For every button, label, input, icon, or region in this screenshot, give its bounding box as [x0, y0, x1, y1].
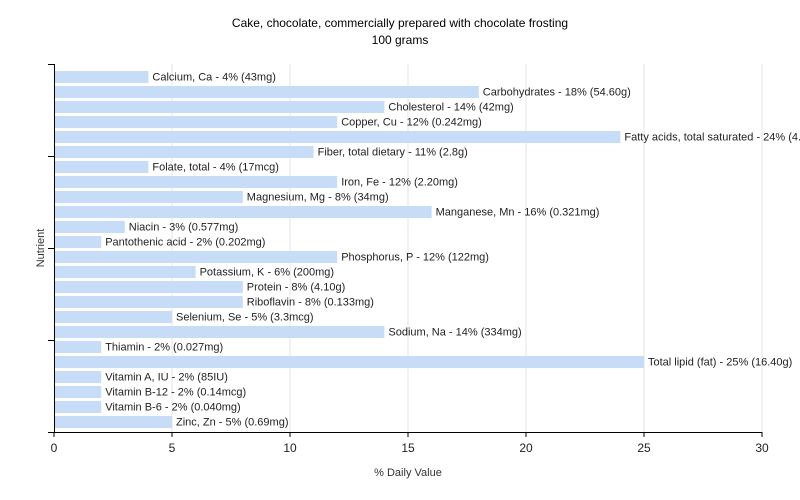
bar	[55, 251, 338, 263]
x-tick-label: 25	[637, 441, 651, 455]
bar-label: Magnesium, Mg - 8% (34mg)	[247, 192, 389, 204]
x-tick-label: 10	[283, 441, 297, 455]
bar-label: Selenium, Se - 5% (3.3mcg)	[176, 312, 314, 324]
bar-label: Copper, Cu - 12% (0.242mg)	[341, 117, 482, 129]
chart-subtitle: 100 grams	[371, 33, 429, 47]
bar	[55, 221, 125, 233]
bar	[55, 236, 102, 248]
x-axis-label: % Daily Value	[374, 467, 442, 479]
bar-label: Zinc, Zn - 5% (0.69mg)	[176, 417, 288, 429]
bar-label: Vitamin B-6 - 2% (0.040mg)	[105, 402, 241, 414]
bar-label: Fatty acids, total saturated - 24% (4.77…	[624, 132, 800, 144]
x-tick-label: 30	[755, 441, 769, 455]
bar-label: Folate, total - 4% (17mcg)	[152, 162, 279, 174]
bar-label: Calcium, Ca - 4% (43mg)	[152, 72, 275, 84]
bar-label: Niacin - 3% (0.577mg)	[129, 222, 238, 234]
bar	[55, 131, 621, 143]
x-tick-label: 15	[401, 441, 415, 455]
bar-label: Vitamin A, IU - 2% (85IU)	[105, 372, 228, 384]
bar	[55, 416, 172, 428]
bar-label: Phosphorus, P - 12% (122mg)	[341, 252, 489, 264]
bars: Calcium, Ca - 4% (43mg) Carbohydrates - 1…	[55, 71, 800, 429]
bar	[55, 101, 385, 113]
bar	[55, 191, 243, 203]
bar-label: Fiber, total dietary - 11% (2.8g)	[318, 147, 468, 159]
bar	[55, 206, 432, 218]
x-tick-label: 20	[519, 441, 533, 455]
bar-label: Vitamin B-12 - 2% (0.14mcg)	[105, 387, 246, 399]
bar	[55, 296, 243, 308]
bar	[55, 326, 385, 338]
bar-label: Manganese, Mn - 16% (0.321mg)	[436, 207, 600, 219]
bar-label: Potassium, K - 6% (200mg)	[200, 267, 335, 279]
x-tick-label: 0	[51, 441, 58, 455]
bar-label: Total lipid (fat) - 25% (16.40g)	[648, 357, 792, 369]
bar	[55, 386, 102, 398]
bar	[55, 281, 243, 293]
bar	[55, 86, 479, 98]
bar	[55, 341, 102, 353]
bar-label: Riboflavin - 8% (0.133mg)	[247, 297, 374, 309]
bar	[55, 311, 172, 323]
bar	[55, 71, 149, 83]
bar-label: Sodium, Na - 14% (334mg)	[388, 327, 521, 339]
bar	[55, 356, 644, 368]
bar-label: Cholesterol - 14% (42mg)	[388, 102, 513, 114]
bar-label: Iron, Fe - 12% (2.20mg)	[341, 177, 458, 189]
bar-label: Thiamin - 2% (0.027mg)	[105, 342, 223, 354]
chart-title: Cake, chocolate, commercially prepared w…	[231, 16, 569, 30]
bar	[55, 401, 102, 413]
axes: 0 5 10 15 20 25 30	[48, 64, 769, 455]
bar	[55, 146, 314, 158]
bar	[55, 176, 338, 188]
bar	[55, 266, 196, 278]
bar	[55, 161, 149, 173]
bar	[55, 371, 102, 383]
bar-label: Carbohydrates - 18% (54.60g)	[483, 87, 631, 99]
bar	[55, 116, 338, 128]
y-axis-label: Nutrient	[35, 229, 47, 268]
x-tick-label: 5	[169, 441, 176, 455]
bar-label: Pantothenic acid - 2% (0.202mg)	[105, 237, 265, 249]
bar-label: Protein - 8% (4.10g)	[247, 282, 345, 294]
